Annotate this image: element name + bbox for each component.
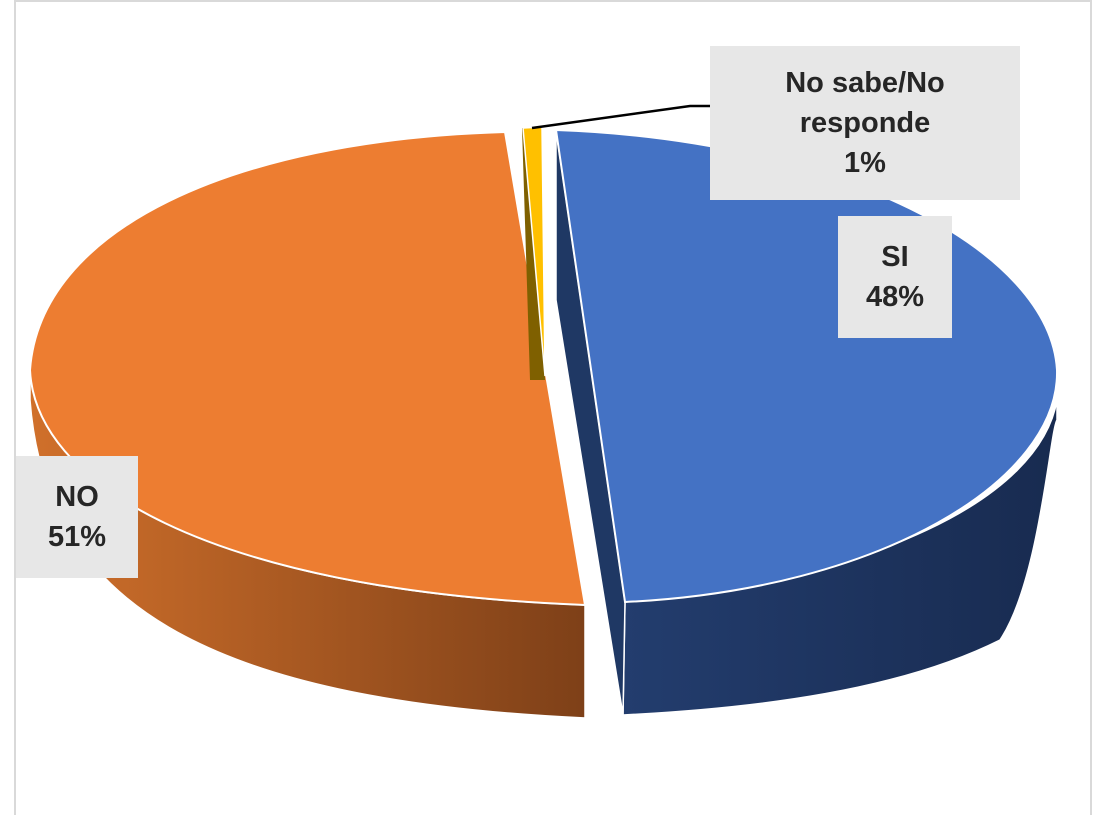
data-label-nsnr: No sabe/No responde 1% [710,46,1020,200]
data-label-nsnr-line1: No sabe/No [785,67,945,99]
data-label-no: NO 51% [16,456,138,578]
pie-slice-no [28,130,587,607]
leader-line-nsnr [531,104,712,130]
data-label-si-value: 48% [865,281,925,313]
data-label-no-name: NO [55,481,99,513]
data-label-no-value: 51% [47,521,107,553]
data-label-nsnr-line2: responde [799,107,931,139]
data-label-si-name: SI [881,241,909,273]
data-label-nsnr-value: 1% [844,147,886,179]
data-label-si: SI 48% [838,216,952,338]
